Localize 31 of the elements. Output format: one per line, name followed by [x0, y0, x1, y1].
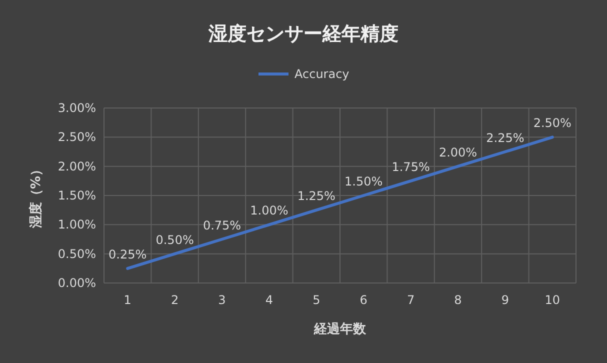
y-axis-title: 湿度（%）	[28, 162, 44, 230]
y-tick-label: 0.50%	[58, 246, 96, 261]
y-tick-label: 0.00%	[58, 276, 96, 290]
data-label: 1.00%	[250, 204, 288, 218]
x-tick-label: 9	[501, 293, 510, 307]
x-axis-title: 経過年数	[313, 322, 367, 337]
x-tick-label: 6	[360, 293, 368, 307]
data-label: 2.25%	[486, 130, 524, 145]
data-label: 0.25%	[108, 247, 147, 262]
data-label: 0.50%	[156, 232, 194, 247]
y-tick-label: 3.00%	[58, 101, 96, 115]
data-label: 1.25%	[297, 189, 336, 204]
y-tick-label: 1.50%	[58, 188, 96, 202]
y-tick-label: 2.00%	[58, 159, 96, 174]
x-tick-label: 4	[265, 293, 274, 307]
data-label: 2.00%	[438, 145, 478, 160]
data-label: 2.50%	[533, 116, 572, 130]
data-label: 1.75%	[392, 160, 430, 174]
x-tick-label: 1	[124, 293, 132, 307]
x-tick-label: 10	[544, 293, 560, 307]
x-tick-label: 8	[454, 293, 462, 307]
data-label: 0.75%	[202, 218, 242, 232]
x-tick-label: 7	[406, 293, 415, 307]
x-tick-label: 3	[218, 293, 226, 307]
x-tick-label: 5	[312, 293, 320, 307]
chart-title: 湿度センサー経年精度	[208, 23, 398, 45]
x-tick-label: 2	[170, 293, 179, 307]
data-label: 1.50%	[344, 174, 383, 188]
legend-label: Accuracy	[294, 67, 350, 81]
y-tick-label: 1.00%	[58, 218, 96, 232]
y-tick-label: 2.50%	[58, 130, 96, 144]
